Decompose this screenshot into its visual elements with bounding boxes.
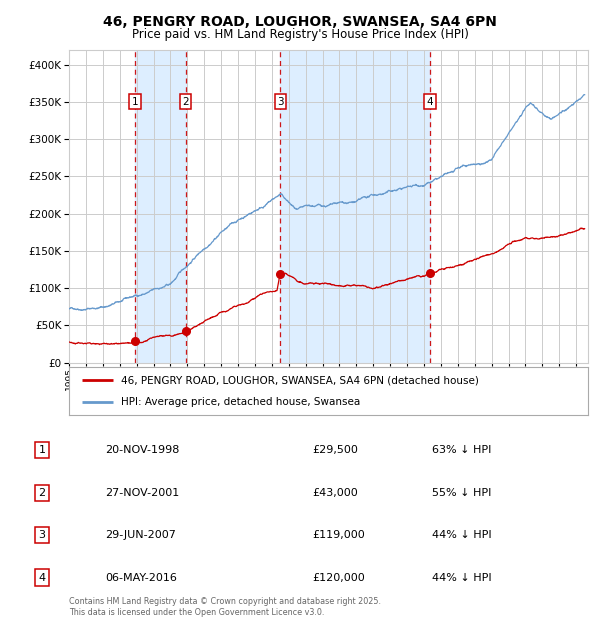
Text: 1: 1: [131, 97, 138, 107]
Text: 1: 1: [38, 445, 46, 455]
Text: 06-MAY-2016: 06-MAY-2016: [105, 572, 177, 583]
Text: 46, PENGRY ROAD, LOUGHOR, SWANSEA, SA4 6PN: 46, PENGRY ROAD, LOUGHOR, SWANSEA, SA4 6…: [103, 15, 497, 29]
Text: 46, PENGRY ROAD, LOUGHOR, SWANSEA, SA4 6PN (detached house): 46, PENGRY ROAD, LOUGHOR, SWANSEA, SA4 6…: [121, 375, 479, 385]
Text: 27-NOV-2001: 27-NOV-2001: [105, 488, 179, 498]
Text: 63% ↓ HPI: 63% ↓ HPI: [432, 445, 491, 455]
Text: £29,500: £29,500: [312, 445, 358, 455]
Text: 4: 4: [38, 572, 46, 583]
Text: £43,000: £43,000: [312, 488, 358, 498]
Text: 55% ↓ HPI: 55% ↓ HPI: [432, 488, 491, 498]
Text: 2: 2: [182, 97, 189, 107]
Text: 44% ↓ HPI: 44% ↓ HPI: [432, 572, 491, 583]
Bar: [280, 50, 430, 363]
Text: 4: 4: [427, 97, 433, 107]
Text: £119,000: £119,000: [312, 530, 365, 540]
Text: Price paid vs. HM Land Registry's House Price Index (HPI): Price paid vs. HM Land Registry's House …: [131, 28, 469, 40]
Text: 3: 3: [38, 530, 46, 540]
Text: 20-NOV-1998: 20-NOV-1998: [105, 445, 179, 455]
Text: HPI: Average price, detached house, Swansea: HPI: Average price, detached house, Swan…: [121, 397, 360, 407]
Text: Contains HM Land Registry data © Crown copyright and database right 2025.
This d: Contains HM Land Registry data © Crown c…: [69, 598, 381, 617]
Bar: [135, 50, 185, 363]
Text: £120,000: £120,000: [312, 572, 365, 583]
Text: 44% ↓ HPI: 44% ↓ HPI: [432, 530, 491, 540]
Text: 29-JUN-2007: 29-JUN-2007: [105, 530, 176, 540]
Text: 2: 2: [38, 488, 46, 498]
Text: 3: 3: [277, 97, 284, 107]
